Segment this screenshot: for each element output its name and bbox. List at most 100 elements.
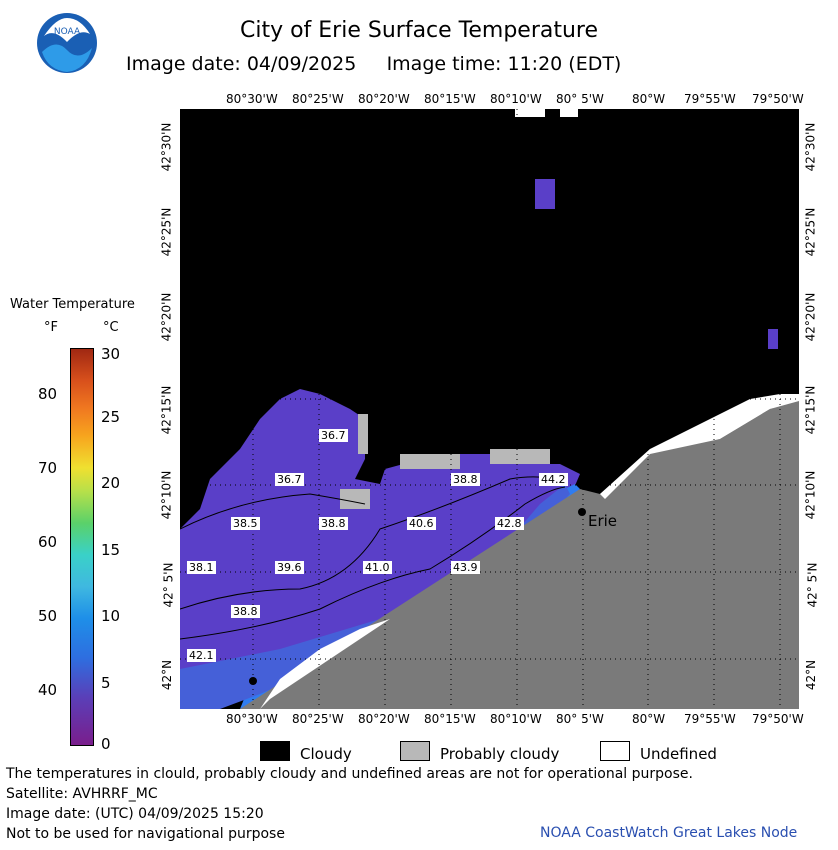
isotherm-label: 39.6 xyxy=(275,561,304,574)
probably-cloudy-swatch xyxy=(400,741,430,761)
water-cold xyxy=(180,389,580,679)
lat-tick: 42°30'N xyxy=(803,122,818,172)
city-label: Erie xyxy=(588,512,618,530)
image-date-time: Image date: 04/09/2025 Image time: 11:20… xyxy=(126,53,621,75)
lat-tick: 42°25'N xyxy=(803,207,818,257)
image-time: 11:20 (EDT) xyxy=(507,53,622,75)
probably-cloudy-label: Probably cloudy xyxy=(440,745,560,763)
f-tick: 80 xyxy=(38,385,58,403)
city-marker xyxy=(578,508,586,516)
lon-tick: 80° 5'W xyxy=(556,712,604,726)
lon-tick: 79°50'W xyxy=(752,92,804,106)
utc-date-text: Image date: (UTC) 04/09/2025 15:20 xyxy=(6,806,264,822)
isotherm-label: 41.0 xyxy=(363,561,392,574)
isotherm-label: 42.1 xyxy=(187,649,216,662)
c-tick: 15 xyxy=(101,541,121,559)
disclaimer-text: The temperatures in clould, probably clo… xyxy=(6,766,693,782)
isotherm-label: 38.8 xyxy=(231,605,260,618)
lat-tick: 42°10'N xyxy=(159,470,174,520)
lon-tick: 80°25'W xyxy=(292,712,344,726)
probably-cloudy-patch xyxy=(490,449,550,464)
probably-cloudy-patch xyxy=(400,454,460,469)
isotherm-label: 38.8 xyxy=(319,517,348,530)
logo-text: NOAA xyxy=(54,27,81,37)
water-patch xyxy=(535,179,555,209)
lat-tick: 42°30'N xyxy=(159,122,174,172)
probably-cloudy-patch xyxy=(340,489,370,509)
lon-tick: 80°15'W xyxy=(424,712,476,726)
lat-tick: 42°20'N xyxy=(803,292,818,342)
isotherm-line xyxy=(180,486,566,640)
cloudy-label: Cloudy xyxy=(300,745,352,763)
city-marker xyxy=(249,677,257,685)
c-tick: 20 xyxy=(101,474,121,492)
isotherm-label: 36.7 xyxy=(319,429,348,442)
isotherm-label: 38.8 xyxy=(451,473,480,486)
c-tick: 25 xyxy=(101,408,121,426)
isotherm-label: 44.2 xyxy=(539,473,568,486)
image-date: 04/09/2025 xyxy=(246,53,357,75)
time-label: Image time: xyxy=(386,53,502,75)
lat-tick: 42°N xyxy=(804,659,819,691)
lon-tick: 80° 5'W xyxy=(556,92,604,106)
lon-tick: 80°20'W xyxy=(358,712,410,726)
c-tick: 5 xyxy=(101,674,111,692)
lat-tick: 42°20'N xyxy=(159,292,174,342)
water-mid xyxy=(180,484,570,709)
water-patch xyxy=(768,329,778,349)
date-label: Image date: xyxy=(126,53,241,75)
undefined-swatch xyxy=(600,741,630,761)
isotherm-label: 38.5 xyxy=(231,517,260,530)
unit-fahrenheit: °F xyxy=(44,320,58,335)
map-canvas xyxy=(180,109,799,709)
lat-tick: 42° 5'N xyxy=(805,562,820,608)
f-tick: 70 xyxy=(38,459,58,477)
lon-tick: 80°30'W xyxy=(226,712,278,726)
isotherm-label: 36.7 xyxy=(275,473,304,486)
lat-tick: 42°15'N xyxy=(159,385,174,435)
temperature-colorbar xyxy=(70,348,94,746)
isotherm-label: 42.8 xyxy=(495,517,524,530)
lon-tick: 80°W xyxy=(632,92,666,106)
page-title: City of Erie Surface Temperature xyxy=(239,18,599,43)
lon-tick: 80°W xyxy=(632,712,666,726)
isotherm-label: 43.9 xyxy=(451,561,480,574)
isotherm-line xyxy=(180,493,366,530)
undefined-shore-east xyxy=(600,394,799,499)
noaa-logo: NOAA xyxy=(36,12,98,74)
lon-tick: 79°55'W xyxy=(684,92,736,106)
undefined-patch xyxy=(560,109,578,117)
lat-tick: 42°N xyxy=(160,659,175,691)
lat-tick: 42°25'N xyxy=(159,207,174,257)
undefined-label: Undefined xyxy=(640,745,717,763)
legend-title: Water Temperature xyxy=(10,297,135,312)
isotherm-line xyxy=(180,476,561,610)
c-tick: 30 xyxy=(101,345,121,363)
c-tick: 10 xyxy=(101,607,121,625)
lon-tick: 80°30'W xyxy=(226,92,278,106)
land xyxy=(240,399,799,709)
lat-tick: 42° 5'N xyxy=(161,562,176,608)
lon-tick: 80°15'W xyxy=(424,92,476,106)
unit-celsius: °C xyxy=(103,320,119,335)
lon-tick: 80°20'W xyxy=(358,92,410,106)
lon-tick: 79°50'W xyxy=(752,712,804,726)
satellite-text: Satellite: AVHRRF_MC xyxy=(6,786,158,802)
probably-cloudy-patch xyxy=(358,414,368,454)
isotherm-label: 38.1 xyxy=(187,561,216,574)
lat-tick: 42°15'N xyxy=(803,385,818,435)
lon-tick: 80°10'W xyxy=(490,92,542,106)
undefined-patch xyxy=(515,109,545,117)
f-tick: 60 xyxy=(38,533,58,551)
lon-tick: 80°25'W xyxy=(292,92,344,106)
navigation-warning: Not to be used for navigational purpose xyxy=(6,826,285,842)
credit-link[interactable]: NOAA CoastWatch Great Lakes Node xyxy=(540,825,798,841)
c-tick: 0 xyxy=(101,735,111,753)
lat-tick: 42°10'N xyxy=(803,470,818,520)
cloudy-swatch xyxy=(260,741,290,761)
temperature-map[interactable]: Erie 36.7 36.7 38.8 44.2 38.5 38.8 40.6 … xyxy=(180,109,799,709)
lon-tick: 80°10'W xyxy=(490,712,542,726)
isotherm-label: 40.6 xyxy=(407,517,436,530)
f-tick: 40 xyxy=(38,681,58,699)
f-tick: 50 xyxy=(38,607,58,625)
